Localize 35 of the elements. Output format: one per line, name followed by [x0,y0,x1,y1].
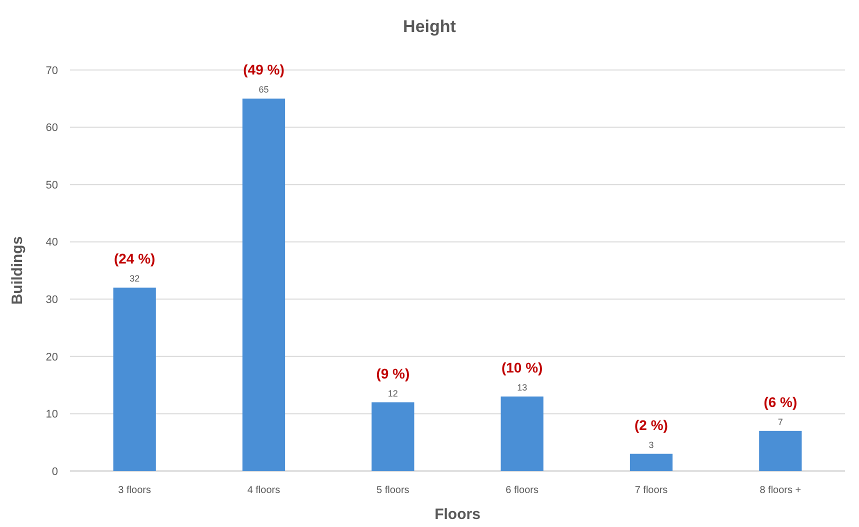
annotation: (2 %) [634,416,668,433]
annotation: (24 %) [114,250,156,267]
annotation: (6 %) [764,394,798,410]
y-tick-label: 10 [46,408,58,421]
x-axis-title: Floors [434,506,480,523]
y-axis-title: Buildings [9,236,26,305]
data-label: 32 [130,274,140,284]
bar [759,430,802,471]
bar [630,454,673,471]
x-tick-label: 5 floors [376,485,410,496]
y-tick-label: 20 [46,351,58,364]
data-label: 3 [648,440,654,450]
x-tick-label: 8 floors + [760,485,802,496]
bar [242,98,286,471]
data-label: 7 [778,416,783,427]
annotation: (9 %) [376,365,410,382]
y-tick-label: 0 [52,466,58,478]
y-tick-label: 70 [46,64,58,77]
annotation: (10 %) [501,360,543,376]
bar [372,402,414,471]
x-tick-label: 7 floors [634,485,668,496]
data-label: 65 [258,84,269,95]
x-tick-label: 4 floors [247,485,280,496]
x-tick-label: 3 floors [118,485,151,496]
bar [113,288,156,471]
annotation: (49 %) [243,62,284,78]
data-label: 12 [388,388,398,398]
y-tick-label: 60 [46,122,58,134]
y-tick-label: 30 [46,294,58,306]
x-tick-label: 6 floors [506,485,538,496]
y-tick-label: 40 [46,236,58,249]
bar [500,396,544,471]
y-tick-label: 50 [46,179,58,192]
chart-title: Height [403,17,456,36]
data-label: 13 [517,382,528,393]
